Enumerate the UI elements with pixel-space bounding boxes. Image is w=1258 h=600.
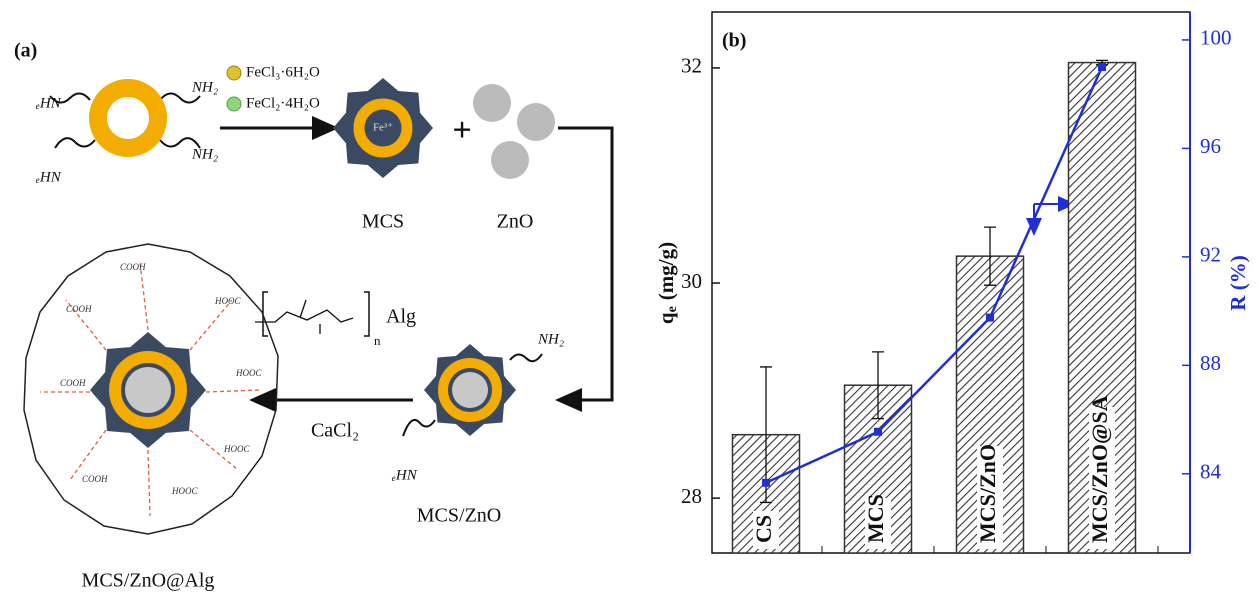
x-tick-label: MCS/ZnO@SA <box>1087 395 1112 543</box>
bracket <box>263 292 369 336</box>
iron-label: Fe³⁺ <box>373 122 393 134</box>
point <box>986 314 994 322</box>
y-axis-label-unit: (mg/g) <box>654 242 678 300</box>
x-tick-label: MCS/ZnO <box>975 444 1000 543</box>
group-label: HOOC <box>235 368 262 378</box>
group-label: HOOC <box>171 486 198 496</box>
zno-particle <box>473 84 511 122</box>
group-label: HOOC <box>223 444 250 454</box>
chain <box>510 354 542 361</box>
scheme: (a) NH₂ NH₂ ₑHN ₑHN FeCl₃·6H₂O FeCl₂·4H₂… <box>14 40 612 592</box>
amine-label: NH₂ <box>191 79 218 95</box>
x-tick-label: MCS <box>863 494 888 543</box>
zno-core <box>125 367 171 413</box>
label: ZnO <box>497 211 534 233</box>
panel-label: (b) <box>722 30 746 52</box>
x-tick-label: CS <box>751 515 776 543</box>
plus: + <box>452 112 471 149</box>
group-label: COOH <box>66 304 92 314</box>
alginate-unit <box>255 300 353 334</box>
y2-tick-label: 96 <box>1200 134 1221 158</box>
amine-label: ₑHN <box>391 467 418 483</box>
y2-tick-label: 92 <box>1200 243 1221 267</box>
group-label: COOH <box>82 474 108 484</box>
y-tick-label: 32 <box>681 54 702 78</box>
group-label: COOH <box>60 378 86 388</box>
label: MCS/ZnO@Alg <box>82 570 215 592</box>
point <box>1098 63 1106 71</box>
y-tick-label: 28 <box>681 484 702 508</box>
reagent: FeCl₂·4H₂O <box>246 95 320 111</box>
chitosan-ring <box>98 88 158 148</box>
chain <box>55 138 95 148</box>
zno-particle <box>517 103 555 141</box>
y2-tick-label: 84 <box>1200 460 1222 484</box>
y2-axis-label: R (%) <box>1226 255 1250 310</box>
reagent: FeCl₃·6H₂O <box>246 64 320 80</box>
chart: (b) qe (mg/g) R (%) 28 30 32 84 88 92 96 100 CS MC… <box>654 12 1250 553</box>
y-tick-label: 30 <box>681 269 702 293</box>
group-label: COOH <box>120 262 146 272</box>
amine-label: NH₂ <box>191 146 218 162</box>
y-axis-label: qe (mg/g) <box>654 242 680 324</box>
amine-label: ₑHN <box>35 169 62 185</box>
chain <box>403 420 435 436</box>
label: MCS/ZnO <box>417 505 501 527</box>
label: Alg <box>386 306 416 328</box>
zno-particle <box>491 141 529 179</box>
line <box>766 67 1102 483</box>
label: n <box>374 333 381 348</box>
y-axis-label-sub: e <box>665 306 680 312</box>
group-label: HOOC <box>214 296 241 306</box>
y-axis-label-main: q <box>654 312 678 324</box>
page: {"panel_a": {"label": "(a)", "reagents":… <box>0 0 1258 600</box>
point <box>762 479 770 487</box>
y2-tick-label: 100 <box>1200 26 1232 50</box>
reagent-dot <box>227 66 241 80</box>
label: CaCl₂ <box>311 420 359 442</box>
point <box>874 428 882 436</box>
panel-label: (a) <box>14 40 37 62</box>
label: MCS <box>362 211 404 233</box>
amine-label: ₑHN <box>35 95 62 111</box>
amine-label: NH₂ <box>537 331 564 347</box>
arrow <box>558 128 612 400</box>
zno-core <box>452 372 488 408</box>
y2-tick-label: 88 <box>1200 351 1221 375</box>
figure: (a) NH₂ NH₂ ₑHN ₑHN FeCl₃·6H₂O FeCl₂·4H₂… <box>0 0 1258 600</box>
reagent-dot <box>227 97 241 111</box>
